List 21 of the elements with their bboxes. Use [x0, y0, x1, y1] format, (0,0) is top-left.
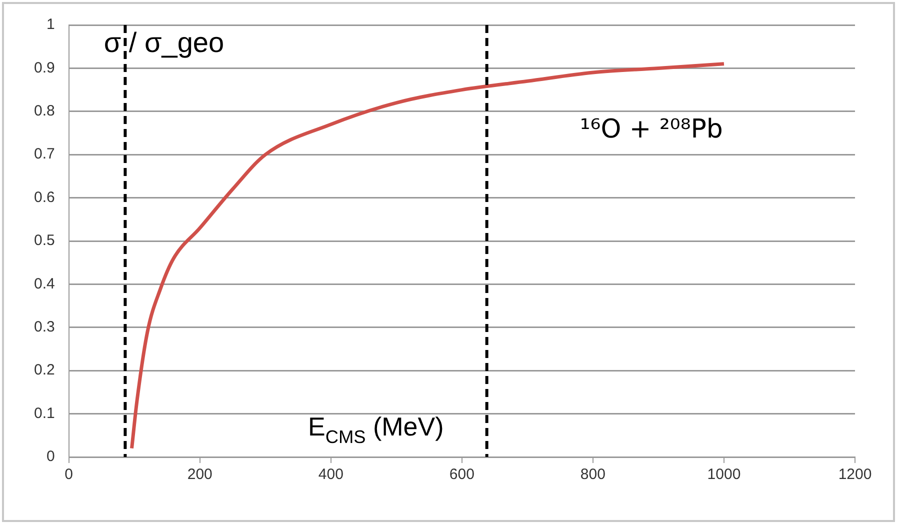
y-tick-label: 0.5: [34, 232, 55, 250]
y-tick-label: 0.9: [34, 59, 55, 76]
annotation: ¹⁶O + ²⁰⁸Pb: [580, 114, 723, 144]
line-series: [130, 62, 726, 450]
x-tick-label: 600: [449, 466, 474, 484]
y-tick-label: 1: [46, 16, 55, 34]
x-tick-label: 200: [187, 466, 212, 484]
x-tick-label: 400: [318, 466, 344, 484]
y-tick-label: 0.6: [34, 188, 55, 206]
x-tick-label: 1200: [838, 466, 872, 484]
x-tick-label: 800: [580, 466, 606, 484]
y-tick-label: 0.2: [34, 362, 55, 379]
y-tick-label: 0.8: [34, 102, 55, 120]
x-tick-label: 0: [64, 466, 74, 484]
y-tick-label: 0.4: [34, 275, 55, 292]
y-tick-label: 0.7: [34, 146, 55, 163]
y-tick-label: 0.1: [34, 404, 55, 422]
y-tick-label: 0.3: [34, 318, 55, 336]
y-tick-label: 0: [46, 448, 55, 466]
y-axis-title: σ / σ_geo: [104, 27, 224, 58]
x-tick-label: 1000: [707, 466, 741, 484]
